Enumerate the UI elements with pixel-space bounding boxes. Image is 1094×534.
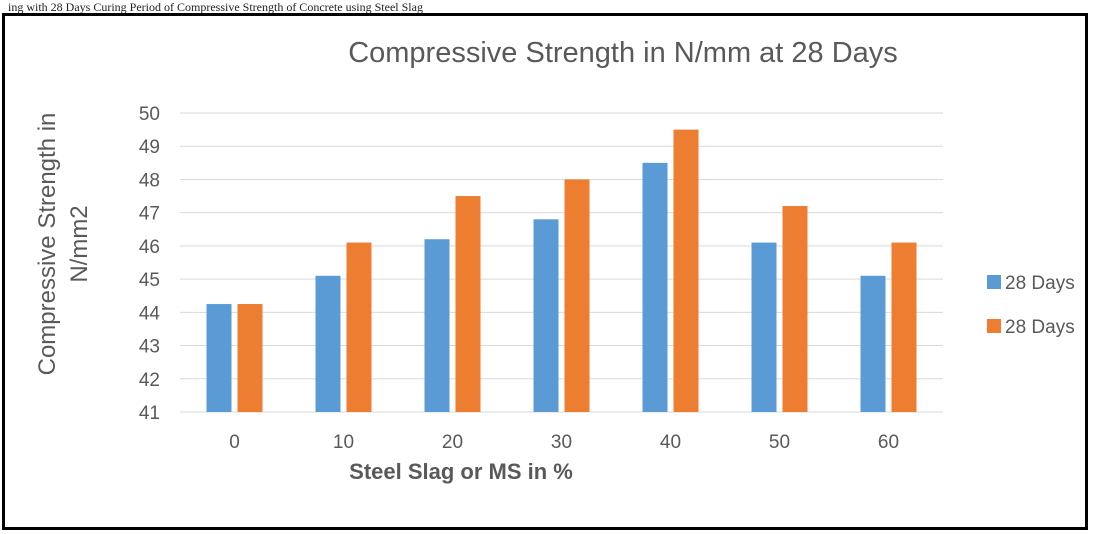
y-tick-labels: 41 42 43 44 45 46 47 48 49 50 bbox=[139, 104, 161, 424]
y-tick-label: 50 bbox=[139, 104, 160, 125]
x-tick-label: 30 bbox=[551, 432, 572, 453]
x-tick-label: 10 bbox=[333, 432, 354, 453]
y-tick-label: 49 bbox=[139, 137, 160, 158]
bar-series-1-10 bbox=[315, 275, 341, 412]
bar-series-1-0 bbox=[206, 304, 232, 412]
bar-series-2-60 bbox=[891, 242, 917, 412]
y-axis-label-line-1: Compressive Strength in bbox=[34, 113, 61, 376]
x-tick-label: 0 bbox=[229, 432, 240, 453]
legend-label-1: 28 Days bbox=[1005, 273, 1075, 294]
chart-frame: Compressive Strength in N/mm at 28 Days … bbox=[2, 13, 1088, 530]
bar-series-2-20 bbox=[455, 196, 481, 412]
gridlines bbox=[180, 112, 943, 413]
y-tick-label: 42 bbox=[139, 370, 160, 391]
legend: 28 Days 28 Days bbox=[987, 273, 1075, 338]
x-tick-label: 60 bbox=[878, 432, 899, 453]
legend-label-2: 28 Days bbox=[1005, 317, 1075, 338]
y-axis-label: Compressive Strength in N/mm2 bbox=[34, 113, 93, 376]
x-tick-label: 20 bbox=[442, 432, 463, 453]
bar-series-2-0 bbox=[237, 304, 263, 412]
bar-series-2-30 bbox=[564, 179, 590, 412]
bar-series-1-20 bbox=[424, 239, 450, 412]
x-tick-labels: 0 10 20 30 40 50 60 bbox=[229, 432, 899, 453]
y-tick-label: 43 bbox=[139, 337, 160, 358]
bar-series-1-30 bbox=[533, 219, 559, 412]
chart-title: Compressive Strength in N/mm at 28 Days bbox=[348, 37, 898, 69]
legend-swatch-1 bbox=[987, 275, 1001, 289]
x-tick-label: 40 bbox=[660, 432, 681, 453]
y-tick-label: 47 bbox=[139, 204, 160, 225]
y-tick-label: 46 bbox=[139, 237, 160, 258]
y-tick-label: 44 bbox=[139, 303, 161, 324]
bar-chart: Compressive Strength in N/mm at 28 Days … bbox=[34, 37, 1075, 484]
y-tick-label: 45 bbox=[139, 270, 160, 291]
y-tick-label: 48 bbox=[139, 170, 160, 191]
y-tick-label: 41 bbox=[139, 403, 160, 424]
bar-series-2-50 bbox=[782, 206, 808, 412]
x-axis-label: Steel Slag or MS in % bbox=[349, 459, 573, 484]
bar-series-2-40 bbox=[673, 129, 699, 412]
x-tick-label: 50 bbox=[769, 432, 790, 453]
bars bbox=[206, 129, 917, 412]
bar-series-1-60 bbox=[860, 275, 886, 412]
bar-series-1-50 bbox=[751, 242, 777, 412]
bar-series-1-40 bbox=[642, 162, 668, 412]
bar-series-2-10 bbox=[346, 242, 372, 412]
y-axis-label-line-2: N/mm2 bbox=[66, 205, 93, 282]
legend-swatch-2 bbox=[987, 319, 1001, 333]
figure-caption: ing with 28 Days Curing Period of Compre… bbox=[8, 0, 423, 14]
